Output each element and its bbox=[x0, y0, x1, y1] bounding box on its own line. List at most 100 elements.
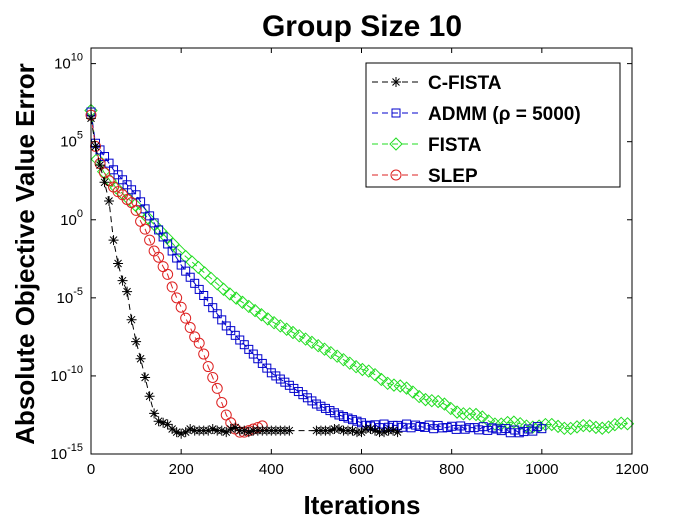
series-3-point-27 bbox=[207, 371, 219, 383]
series-1-point-34 bbox=[239, 340, 249, 350]
series-1-point-96 bbox=[519, 427, 529, 437]
series-2-point-71 bbox=[532, 419, 546, 433]
series-1-point-18 bbox=[167, 246, 177, 256]
legend-label-1: ADMM (ρ = 5000) bbox=[428, 104, 581, 125]
x-tick-label-4: 800 bbox=[439, 461, 464, 478]
series-0-point-22 bbox=[185, 424, 196, 435]
series-2-point-36 bbox=[311, 338, 325, 353]
series-2-point-75 bbox=[557, 421, 572, 436]
series-1-point-98 bbox=[528, 426, 538, 436]
series-0-point-17 bbox=[162, 419, 173, 430]
series-1-point-8 bbox=[122, 180, 132, 190]
series-2-point-25 bbox=[242, 299, 256, 314]
series-3-point-26 bbox=[202, 361, 214, 373]
series-1-point-19 bbox=[172, 253, 182, 263]
series-line-0 bbox=[90, 118, 398, 435]
series-2-point-11 bbox=[153, 224, 168, 238]
series-1-point-56 bbox=[338, 412, 348, 422]
series-1-point-93 bbox=[505, 428, 515, 438]
series-1-point-25 bbox=[199, 291, 209, 301]
series-1-point-36 bbox=[248, 349, 258, 359]
series-0-point-13 bbox=[144, 391, 155, 402]
series-1-point-81 bbox=[451, 424, 461, 434]
series-2-point-28 bbox=[261, 312, 275, 326]
series-2-point-81 bbox=[595, 421, 609, 435]
x-tick-label-5: 1000 bbox=[525, 461, 558, 478]
series-2-point-55 bbox=[431, 394, 445, 409]
series-1-point-72 bbox=[411, 420, 421, 430]
ticks-layer: 0 200 400 600 800 1000 1200 1010 105 100 10-5 10-10… bbox=[50, 48, 649, 478]
series-0-point-34 bbox=[239, 425, 250, 436]
series-3-point-28 bbox=[211, 382, 223, 394]
series-1-point-42 bbox=[275, 374, 285, 384]
x-tick-label-2: 400 bbox=[259, 461, 284, 478]
series-2-point-50 bbox=[399, 381, 414, 395]
series-1-point-47 bbox=[298, 390, 308, 400]
series-0-point-21 bbox=[180, 427, 191, 438]
series-1-point-23 bbox=[190, 278, 200, 288]
y-tick-label-2: 100 bbox=[60, 208, 83, 229]
series-1-point-78 bbox=[438, 423, 448, 433]
series-1-point-35 bbox=[244, 344, 254, 354]
series-3-point-15 bbox=[153, 251, 165, 263]
series-2-point-64 bbox=[488, 417, 502, 431]
series-1-point-20 bbox=[176, 260, 186, 270]
series-2-point-32 bbox=[286, 325, 300, 340]
series-1-point-100 bbox=[537, 424, 547, 434]
series-1-point-97 bbox=[523, 424, 533, 434]
series-1-point-57 bbox=[343, 413, 353, 423]
series-1-point-83 bbox=[460, 424, 470, 434]
series-2-point-78 bbox=[576, 418, 591, 433]
series-2-point-34 bbox=[298, 332, 313, 346]
series-2-point-19 bbox=[204, 271, 218, 286]
legend-label-0: C-FISTA bbox=[428, 73, 502, 94]
series-1-point-41 bbox=[271, 371, 281, 381]
x-tick-label-0: 0 bbox=[87, 461, 95, 478]
series-2-point-85 bbox=[620, 417, 635, 431]
y-tick-label-1: 105 bbox=[60, 130, 83, 151]
series-1-point-76 bbox=[429, 424, 439, 434]
series-1-point-84 bbox=[465, 423, 475, 433]
series-2-point-45 bbox=[368, 367, 382, 382]
series-1-point-88 bbox=[483, 425, 493, 435]
series-1-point-89 bbox=[487, 423, 497, 433]
series-1-point-77 bbox=[433, 420, 443, 430]
series-2-point-80 bbox=[589, 420, 603, 435]
series-3-point-25 bbox=[198, 348, 210, 360]
series-1-point-37 bbox=[253, 354, 263, 364]
series-2-point-61 bbox=[469, 407, 483, 422]
series-2-point-24 bbox=[235, 295, 250, 309]
series-layer bbox=[84, 103, 635, 439]
series-1-point-74 bbox=[420, 422, 430, 432]
series-0-point-14 bbox=[149, 408, 160, 419]
series-2-point-16 bbox=[185, 255, 199, 269]
series-1-point-71 bbox=[406, 423, 416, 433]
series-2-point-44 bbox=[362, 364, 376, 378]
series-1-point-94 bbox=[510, 425, 520, 435]
series-1-point-48 bbox=[302, 393, 312, 403]
series-0-point-3 bbox=[99, 177, 110, 188]
series-0-point-30 bbox=[221, 427, 232, 438]
y-tick-label-0: 1010 bbox=[54, 52, 83, 73]
series-1-point-16 bbox=[158, 232, 168, 242]
series-1-point-55 bbox=[334, 410, 344, 420]
series-1-point-21 bbox=[181, 266, 191, 276]
series-0-point-16 bbox=[158, 417, 169, 428]
series-1-point-27 bbox=[208, 303, 218, 313]
series-1-point-14 bbox=[149, 218, 159, 228]
series-1-point-24 bbox=[194, 284, 204, 294]
series-0-point-11 bbox=[135, 353, 146, 364]
series-2-point-38 bbox=[324, 345, 338, 360]
series-2-point-77 bbox=[570, 420, 584, 434]
series-0-point-58 bbox=[370, 425, 381, 436]
series-0-point-57 bbox=[365, 424, 376, 435]
series-0-point-5 bbox=[108, 235, 119, 246]
series-1-point-85 bbox=[469, 423, 479, 433]
series-1-point-51 bbox=[316, 401, 326, 411]
series-2-point-23 bbox=[229, 291, 243, 305]
series-0-point-31 bbox=[225, 424, 236, 435]
series-2-point-26 bbox=[248, 303, 262, 318]
series-0-point-12 bbox=[140, 372, 151, 383]
series-1-point-95 bbox=[514, 428, 524, 438]
series-2-point-84 bbox=[614, 416, 628, 430]
